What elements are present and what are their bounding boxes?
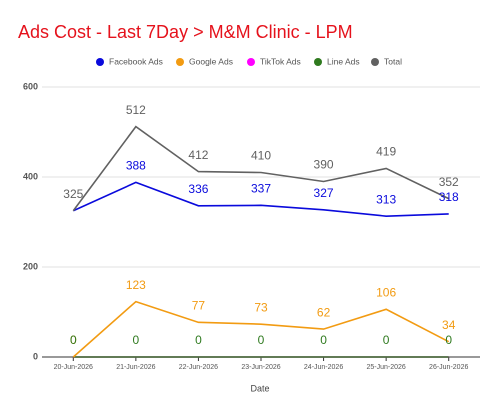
data-label: 327: [314, 186, 334, 200]
legend-label: TikTok Ads: [260, 56, 301, 66]
legend-marker: [371, 58, 379, 66]
data-label: 337: [251, 182, 271, 196]
data-label: 390: [314, 158, 334, 172]
data-label: 77: [192, 299, 206, 313]
chart-title: Ads Cost - Last 7Day > M&M Clinic - LPM: [18, 22, 353, 42]
data-label: 0: [70, 333, 77, 347]
data-label: 73: [254, 300, 268, 314]
x-axis-label: Date: [250, 383, 269, 393]
y-tick-label: 400: [23, 171, 38, 181]
data-label: 352: [439, 175, 459, 189]
legend-label: Line Ads: [327, 56, 360, 66]
data-label: 419: [376, 145, 396, 159]
y-tick-label: 600: [23, 81, 38, 91]
legend-marker: [314, 58, 322, 66]
data-label: 0: [70, 333, 77, 347]
x-tick-label: 24-Jun-2026: [304, 364, 343, 371]
data-label: 313: [376, 192, 396, 206]
data-label: 0: [383, 333, 390, 347]
data-label: 0: [320, 333, 327, 347]
data-label: 0: [258, 333, 265, 347]
data-label: 34: [442, 318, 456, 332]
legend-label: Total: [384, 56, 402, 66]
legend-marker: [247, 58, 255, 66]
data-label: 123: [126, 278, 146, 292]
legend-marker: [96, 58, 104, 66]
legend-label: Google Ads: [189, 56, 233, 66]
data-label: 410: [251, 149, 271, 163]
x-tick-label: 22-Jun-2026: [179, 364, 218, 371]
data-label: 0: [195, 333, 202, 347]
x-tick-label: 20-Jun-2026: [54, 364, 93, 371]
data-label: 388: [126, 159, 146, 173]
x-tick-label: 25-Jun-2026: [366, 364, 405, 371]
y-tick-label: 200: [23, 261, 38, 271]
data-label: 512: [126, 103, 146, 117]
data-label: 325: [63, 187, 83, 201]
data-label: 336: [188, 182, 208, 196]
y-tick-label: 0: [33, 351, 38, 361]
data-label: 318: [439, 190, 459, 204]
x-tick-label: 23-Jun-2026: [241, 364, 280, 371]
data-label: 0: [133, 333, 140, 347]
data-label: 62: [317, 305, 331, 319]
data-label: 412: [188, 148, 208, 162]
series-line: [72, 125, 450, 212]
legend-marker: [176, 58, 184, 66]
x-tick-label: 21-Jun-2026: [116, 364, 155, 371]
series-line: [72, 181, 449, 217]
data-label: 0: [445, 333, 452, 347]
legend-label: Facebook Ads: [109, 56, 163, 66]
x-tick-label: 26-Jun-2026: [429, 364, 468, 371]
series-line: [72, 300, 450, 358]
data-label: 106: [376, 285, 396, 299]
